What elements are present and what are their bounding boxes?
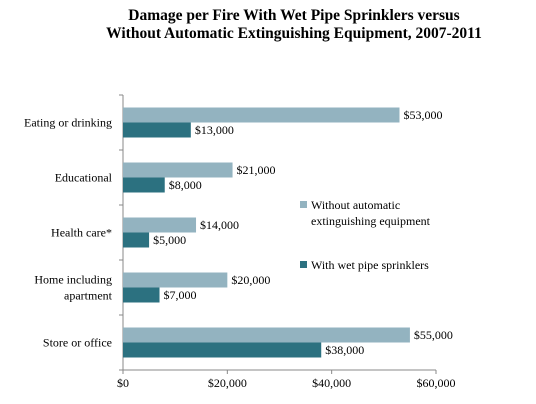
- data-label: $14,000: [200, 218, 239, 232]
- bar: [123, 162, 233, 178]
- bar: [123, 232, 150, 248]
- data-label: $21,000: [237, 163, 276, 177]
- legend-label: extinguishing equipment: [311, 214, 431, 228]
- legend-label: Without automatic: [311, 198, 400, 212]
- y-tick-label: Educational: [55, 171, 113, 185]
- bar: [123, 272, 228, 288]
- data-label: $8,000: [169, 178, 202, 192]
- data-label: $20,000: [231, 273, 270, 287]
- y-tick-label: apartment: [64, 289, 113, 303]
- legend-swatch: [300, 201, 307, 208]
- bar: [123, 342, 322, 358]
- y-tick-label: Health care*: [51, 226, 112, 240]
- y-tick-label: Home including: [34, 273, 112, 287]
- legend-swatch: [300, 261, 307, 268]
- data-label: $5,000: [153, 233, 186, 247]
- chart-title-line-2: Without Automatic Extinguishing Equipmen…: [106, 25, 482, 42]
- bar: [123, 122, 191, 138]
- y-tick-label: Eating or drinking: [24, 116, 112, 130]
- y-tick-label: Store or office: [43, 336, 112, 350]
- x-tick-label: $0: [117, 376, 129, 390]
- data-label: $13,000: [195, 123, 234, 137]
- bar: [123, 177, 165, 193]
- x-tick-label: $40,000: [312, 376, 351, 390]
- data-label: $53,000: [403, 108, 442, 122]
- bar: [123, 217, 197, 233]
- data-label: $55,000: [414, 328, 453, 342]
- bar: [123, 287, 160, 303]
- bar: [123, 107, 400, 123]
- data-label: $7,000: [164, 288, 197, 302]
- bar: [123, 327, 410, 343]
- legend-label: With wet pipe sprinklers: [311, 258, 429, 272]
- x-tick-label: $20,000: [208, 376, 247, 390]
- x-tick-label: $60,000: [417, 376, 456, 390]
- data-label: $38,000: [325, 343, 364, 357]
- chart-title-line-1: Damage per Fire With Wet Pipe Sprinklers…: [128, 7, 460, 24]
